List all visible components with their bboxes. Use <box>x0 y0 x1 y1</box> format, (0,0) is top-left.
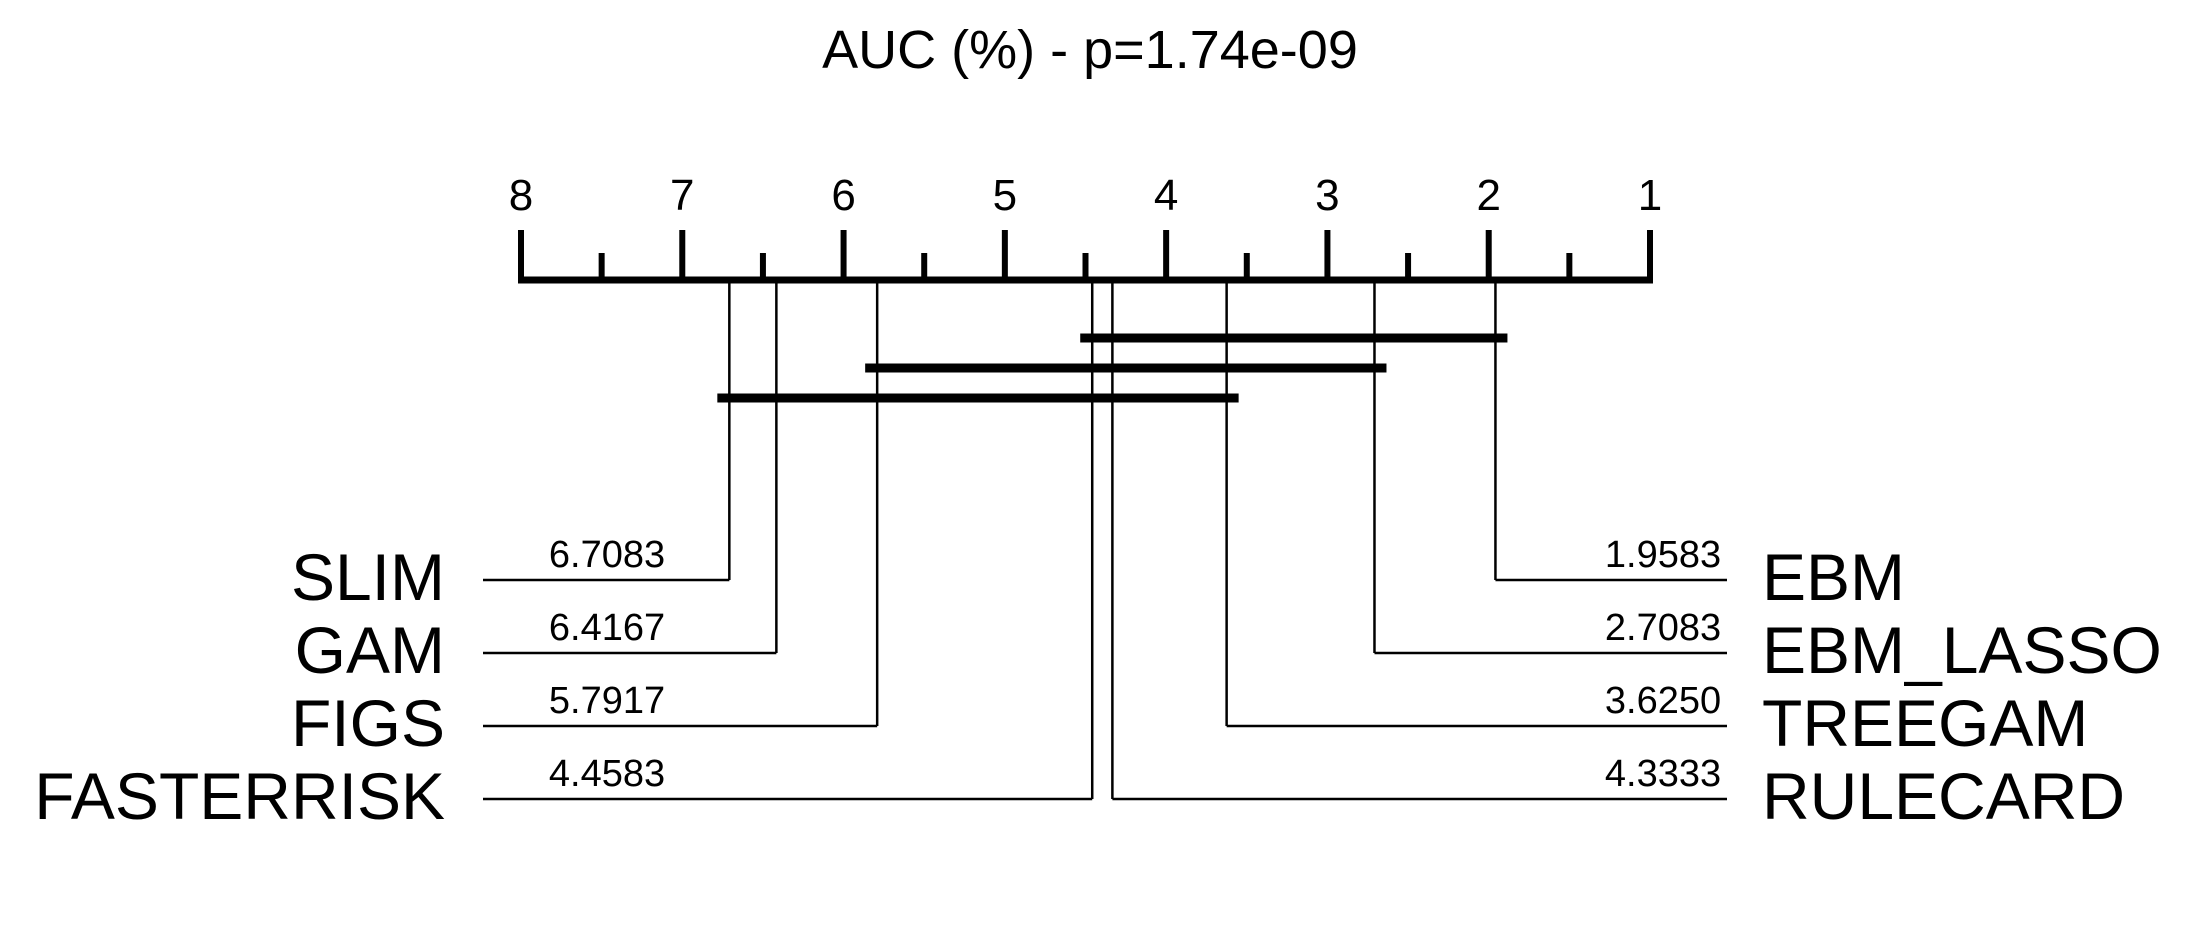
method-row: SLIM 6.7083 <box>291 280 731 614</box>
method-rank: 1.9583 <box>1605 534 1721 576</box>
method-name: FIGS <box>291 686 445 760</box>
tick-label: 8 <box>509 171 533 220</box>
chart-title: AUC (%) - p=1.74e-09 <box>822 20 1358 80</box>
method-row: EBM_LASSO 2.7083 <box>1373 280 2162 687</box>
method-name: RULECARD <box>1762 759 2125 833</box>
tick-label: 4 <box>1154 171 1178 220</box>
method-name: TREEGAM <box>1762 686 2088 760</box>
method-name: EBM_LASSO <box>1762 613 2162 687</box>
method-rank: 6.4167 <box>549 607 665 649</box>
tick-label: 2 <box>1476 171 1500 220</box>
tick-label: 1 <box>1638 171 1662 220</box>
method-name: EBM <box>1762 540 1905 614</box>
method-rank: 4.3333 <box>1605 753 1721 795</box>
method-row: RULECARD 4.3333 <box>1111 280 2125 833</box>
tick-label: 5 <box>993 171 1017 220</box>
method-row: EBM 1.9583 <box>1494 280 1905 614</box>
method-rank: 4.4583 <box>549 753 665 795</box>
method-row: FASTERRISK 4.4583 <box>34 280 1094 833</box>
rank-axis: 8 7 6 5 4 3 2 1 <box>509 171 1662 284</box>
method-rank: 2.7083 <box>1605 607 1721 649</box>
method-row: GAM 6.4167 <box>295 280 778 687</box>
method-rank: 6.7083 <box>549 534 665 576</box>
method-rank: 5.7917 <box>549 680 665 722</box>
tick-label: 7 <box>670 171 694 220</box>
method-name: SLIM <box>291 540 445 614</box>
method-labels: SLIM 6.7083 GAM 6.4167 FIGS 5.7917 FASTERRISK 4… <box>34 280 2162 833</box>
tick-label: 6 <box>831 171 855 220</box>
method-name: GAM <box>295 613 445 687</box>
tick-label: 3 <box>1315 171 1339 220</box>
clique-bars <box>717 333 1508 403</box>
method-rank: 3.6250 <box>1605 680 1721 722</box>
method-row: TREEGAM 3.6250 <box>1225 280 2088 760</box>
method-row: FIGS 5.7917 <box>291 280 879 760</box>
method-name: FASTERRISK <box>34 759 445 833</box>
